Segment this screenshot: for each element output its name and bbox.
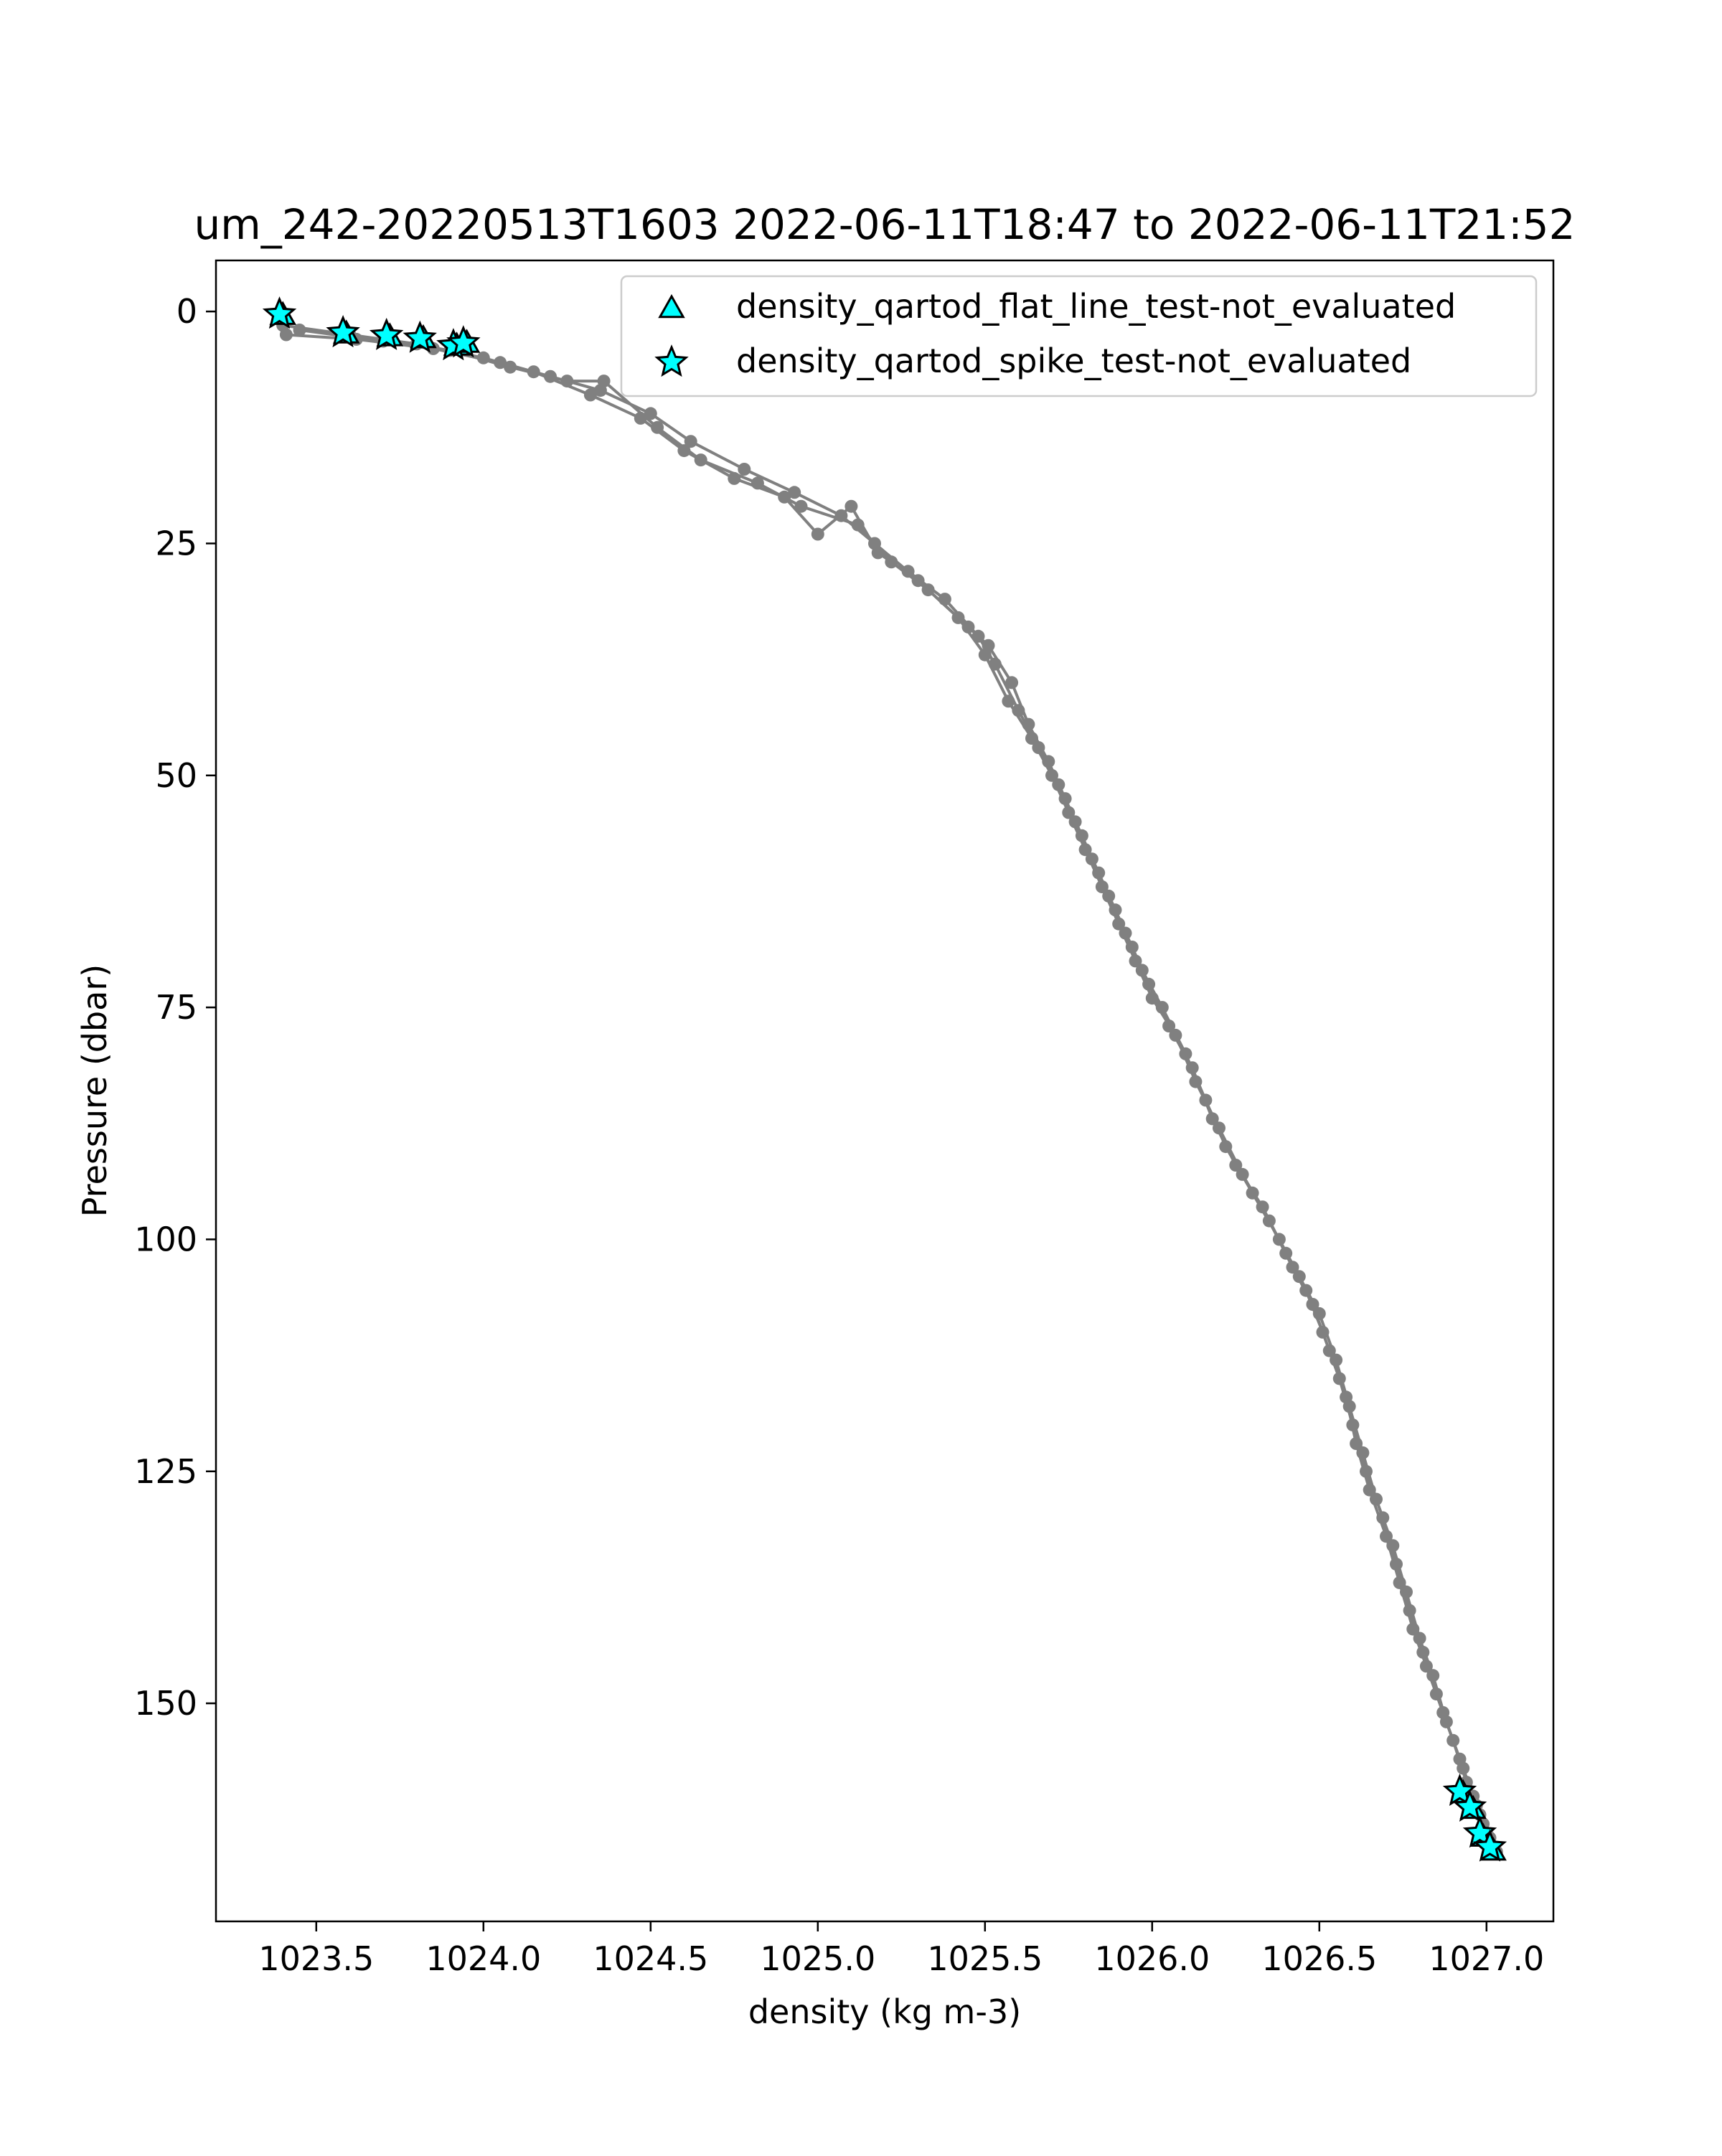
x-axis-label: density (kg m-3) — [748, 1992, 1021, 2031]
data-point — [1092, 866, 1106, 880]
data-point — [684, 435, 697, 448]
data-point — [1360, 1464, 1373, 1478]
data-point — [583, 388, 597, 402]
data-point — [1403, 1604, 1416, 1617]
data-point — [1075, 829, 1088, 842]
data-point — [1346, 1418, 1360, 1432]
x-tick-label: 1024.0 — [425, 1939, 541, 1978]
spike-flag-marker — [1472, 1829, 1507, 1862]
spike-flag-marker — [369, 317, 404, 350]
data-point — [751, 476, 764, 490]
data-point — [644, 407, 657, 420]
data-point — [1022, 717, 1035, 731]
y-axis: 0 25 50 75 100 125 150 — [134, 292, 216, 1723]
y-tick-label: 25 — [155, 524, 197, 562]
plot-area — [262, 296, 1507, 1862]
legend-label: density_qartod_spike_test-not_evaluated — [736, 342, 1411, 380]
data-point — [1005, 676, 1019, 689]
legend-box — [620, 275, 1538, 397]
x-tick-label: 1024.5 — [593, 1939, 708, 1978]
spike-flag-marker — [326, 315, 360, 348]
x-tick-label: 1023.5 — [258, 1939, 374, 1978]
data-point — [738, 463, 751, 476]
data-point — [961, 620, 975, 634]
legend-star-icon — [654, 344, 689, 377]
data-point — [1162, 1020, 1176, 1032]
y-tick-label: 100 — [134, 1220, 197, 1258]
y-tick-label: 50 — [155, 756, 197, 795]
data-point — [560, 375, 574, 388]
legend-triangle-icon — [658, 293, 685, 319]
chart-title: um_242-20220513T1603 2022-06-11T18:47 to… — [194, 200, 1576, 249]
data-point — [504, 360, 517, 374]
y-tick-label: 150 — [134, 1684, 197, 1723]
x-tick-label: 1027.0 — [1429, 1939, 1544, 1978]
data-point — [1058, 792, 1072, 806]
data-point — [1205, 1112, 1219, 1126]
spike-flag-marker — [262, 296, 297, 329]
data-point — [844, 499, 858, 513]
x-tick-label: 1025.5 — [927, 1939, 1043, 1978]
y-tick-label: 0 — [177, 292, 197, 331]
data-point — [677, 444, 691, 458]
data-point — [1299, 1284, 1313, 1297]
y-tick-label: 125 — [134, 1452, 197, 1491]
data-point — [1279, 1246, 1293, 1260]
data-point — [1185, 1061, 1199, 1075]
spike-flag-markers — [262, 296, 1507, 1862]
y-axis-label: Pressure (dbar) — [75, 964, 114, 1217]
x-tick-label: 1026.0 — [1094, 1939, 1210, 1978]
data-point — [694, 453, 707, 467]
data-point — [794, 499, 808, 513]
data-point — [811, 527, 824, 541]
data-point — [851, 518, 865, 532]
x-axis: 1023.5 1024.0 1024.5 1025.0 1025.5 1026.0 1026… — [258, 1921, 1544, 1978]
data-point — [651, 420, 664, 434]
data-point — [921, 583, 935, 597]
data-point — [788, 486, 801, 499]
spike-flag-marker — [403, 320, 437, 353]
data-point — [1109, 903, 1122, 917]
data-point — [1125, 941, 1139, 954]
data-point — [597, 375, 611, 388]
profile-series-2 — [293, 324, 1503, 1858]
spike-flag-marker — [446, 325, 481, 358]
y-tick-label: 75 — [155, 988, 197, 1027]
data-point — [1390, 1558, 1403, 1571]
data-point — [1376, 1511, 1390, 1525]
x-tick-label: 1025.0 — [760, 1939, 875, 1978]
data-point — [982, 639, 995, 652]
data-point — [1002, 695, 1015, 708]
axes-frame — [215, 259, 1555, 1923]
data-point — [293, 324, 306, 336]
data-point — [1229, 1159, 1243, 1172]
data-point — [1429, 1687, 1443, 1701]
spike-flag-marker — [1452, 1789, 1487, 1822]
x-tick-label: 1026.5 — [1261, 1939, 1377, 1978]
data-point — [1142, 977, 1156, 991]
data-point — [1042, 755, 1055, 768]
legend: density_qartod_flat_line_test-not_evalua… — [620, 275, 1538, 397]
data-point — [1316, 1325, 1330, 1339]
legend-label: density_qartod_flat_line_test-not_evalua… — [736, 287, 1456, 326]
data-point — [885, 555, 898, 569]
data-point — [1446, 1733, 1460, 1747]
data-point — [1416, 1645, 1430, 1659]
data-point — [1256, 1200, 1269, 1214]
data-point — [1332, 1372, 1346, 1385]
